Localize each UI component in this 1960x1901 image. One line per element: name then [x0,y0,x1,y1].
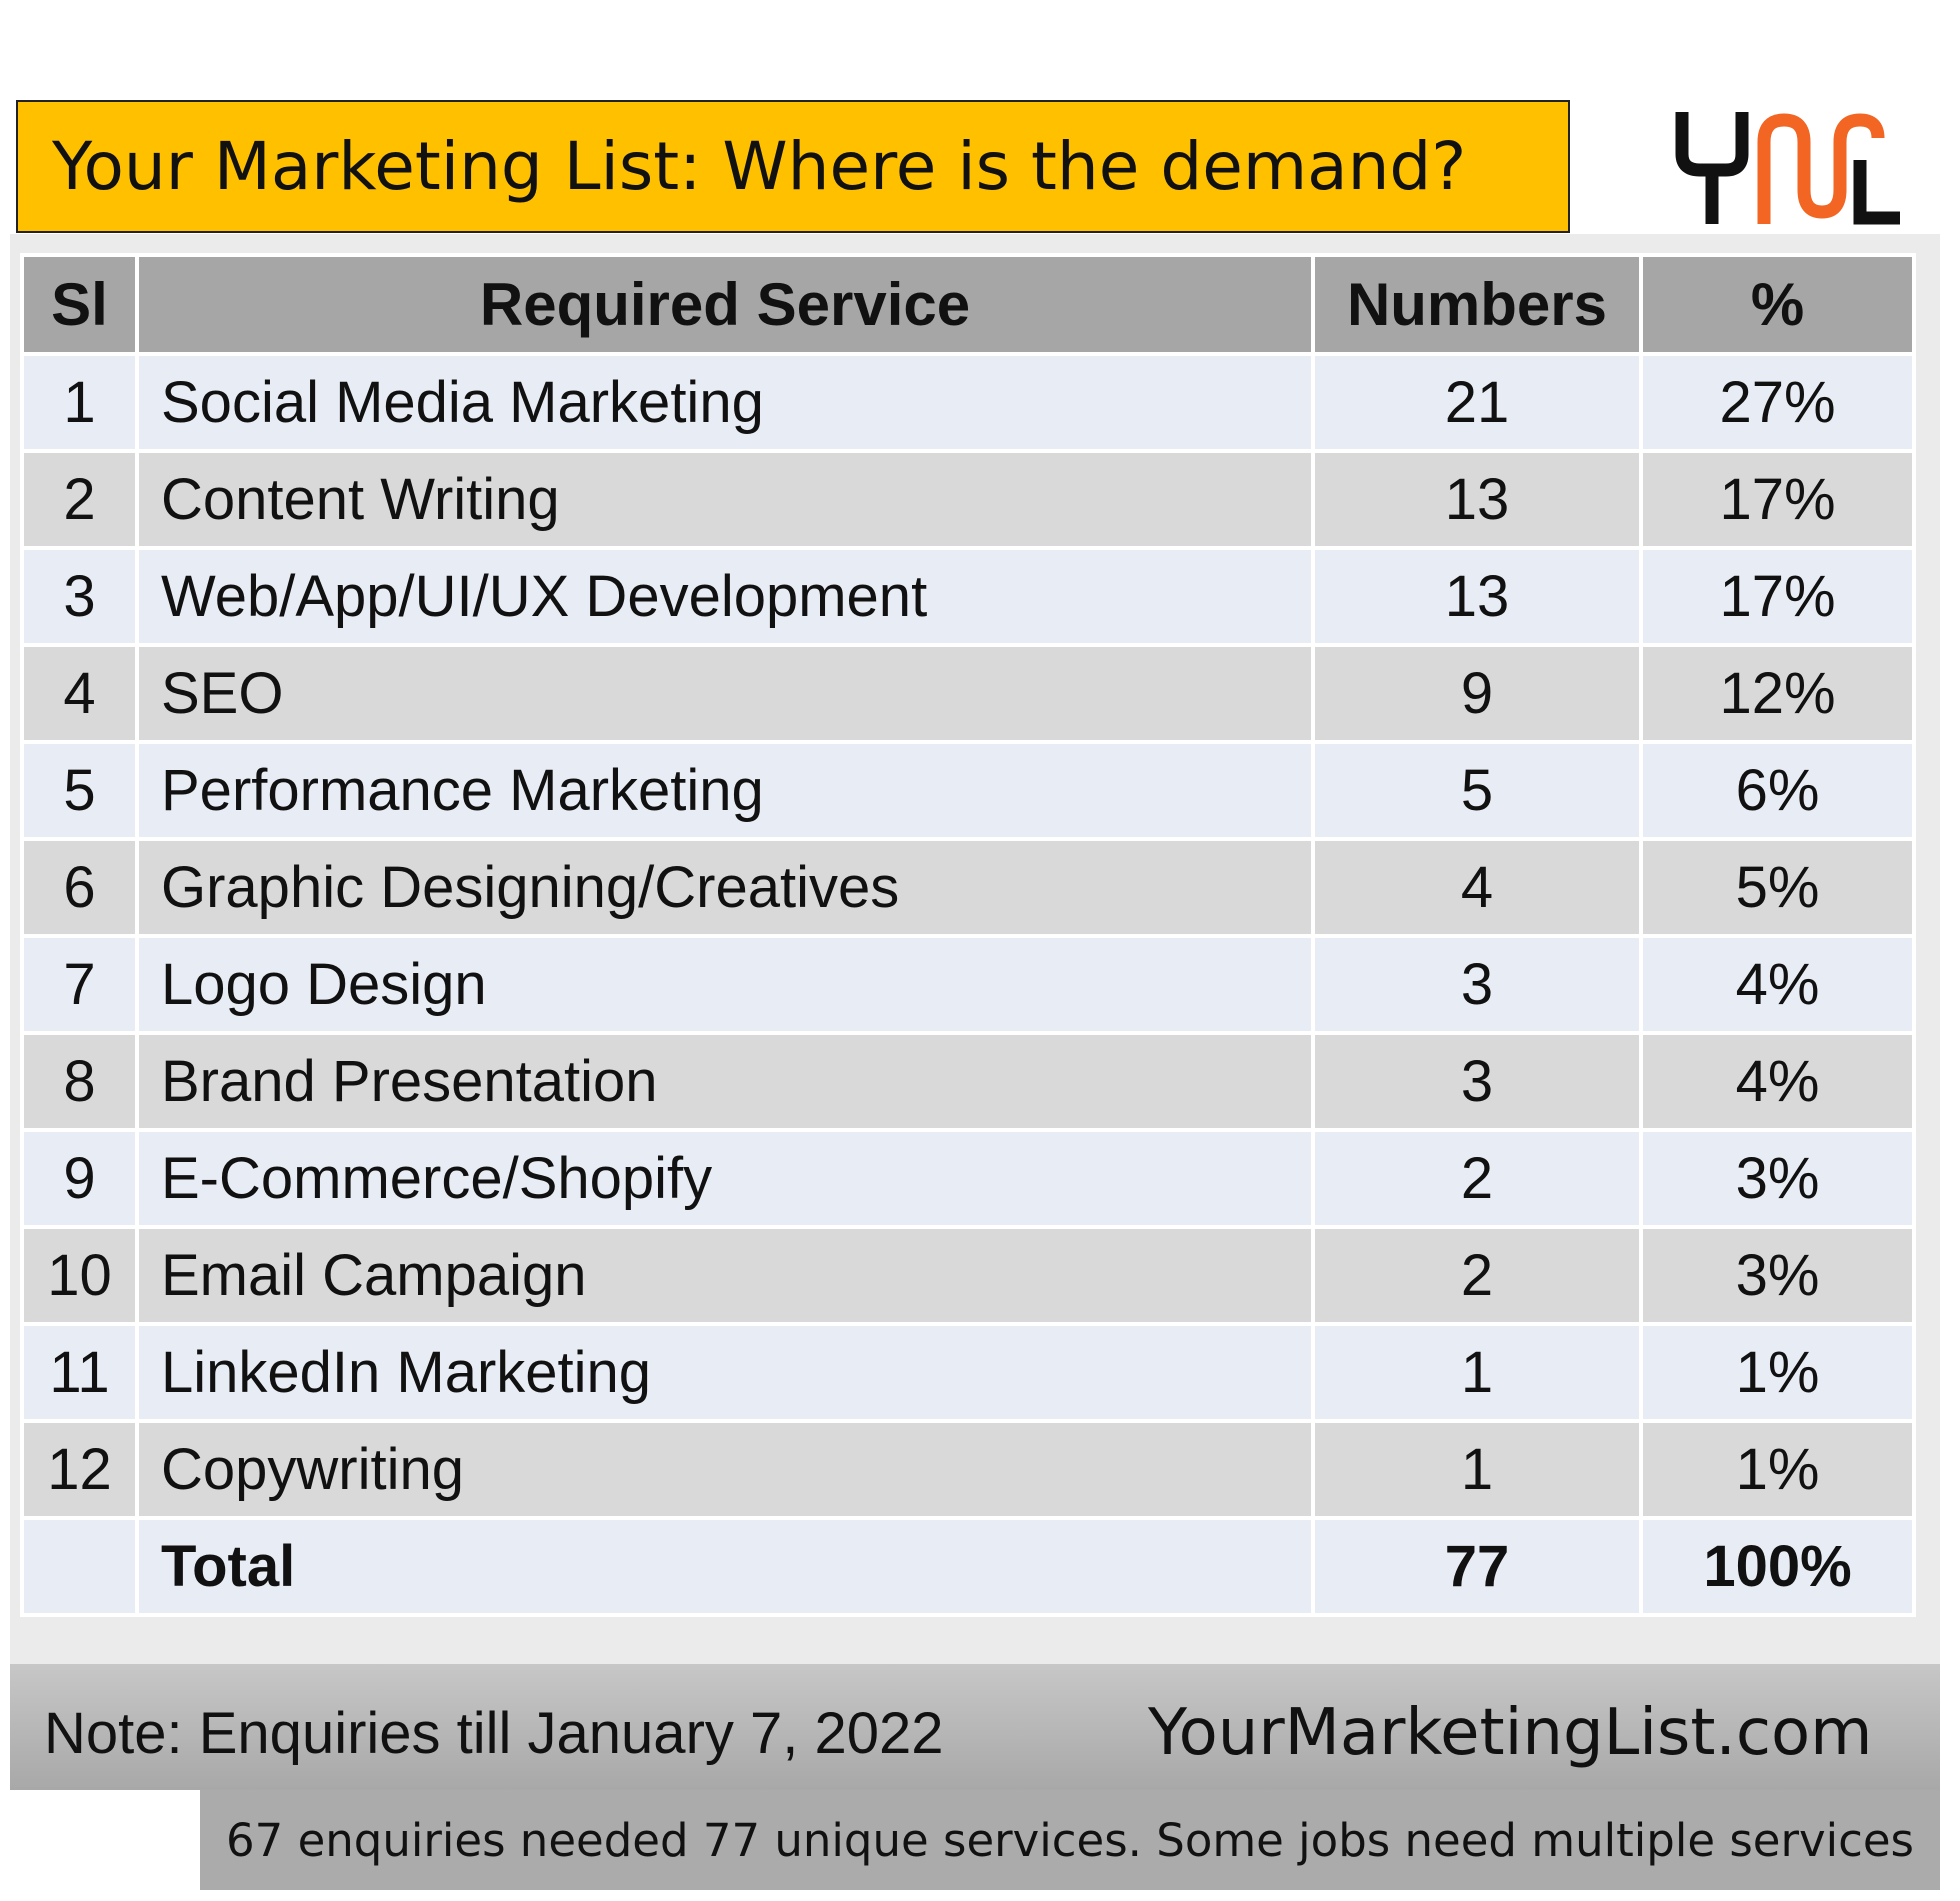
row-sl: 6 [20,837,139,938]
row-sl: 11 [20,1322,139,1423]
table-row: 5 Performance Marketing 5 6% [20,740,1916,841]
row-sl: 9 [20,1128,139,1229]
row-sl: 12 [20,1419,139,1520]
table-row: 11 LinkedIn Marketing 1 1% [20,1322,1916,1423]
row-numbers: 2 [1311,1128,1643,1229]
row-service: Performance Marketing [135,740,1315,841]
caption-text: 67 enquiries needed 77 unique services. … [200,1790,1940,1890]
service-table: Sl Required Service Numbers % 1 Social M… [20,253,1916,1617]
row-percent: 27% [1639,352,1916,453]
table-row: 2 Content Writing 13 17% [20,449,1916,550]
row-service: Web/App/UI/UX Development [135,546,1315,647]
table-row: 3 Web/App/UI/UX Development 13 17% [20,546,1916,647]
column-header-service: Required Service [135,253,1315,356]
footer-band [10,1664,1940,1790]
table-row: 12 Copywriting 1 1% [20,1419,1916,1520]
row-sl: 2 [20,449,139,550]
row-numbers: 4 [1311,837,1643,938]
total-percent: 100% [1639,1516,1916,1617]
row-percent: 6% [1639,740,1916,841]
row-service: LinkedIn Marketing [135,1322,1315,1423]
row-sl: 4 [20,643,139,744]
row-percent: 4% [1639,934,1916,1035]
table-row: 1 Social Media Marketing 21 27% [20,352,1916,453]
table-row: 9 E-Commerce/Shopify 2 3% [20,1128,1916,1229]
column-header-sl: Sl [20,253,139,356]
row-percent: 12% [1639,643,1916,744]
table-row: 7 Logo Design 3 4% [20,934,1916,1035]
row-numbers: 1 [1311,1419,1643,1520]
table-header-row: Sl Required Service Numbers % [20,253,1916,356]
row-percent: 17% [1639,546,1916,647]
row-service: Copywriting [135,1419,1315,1520]
table-row: 4 SEO 9 12% [20,643,1916,744]
row-numbers: 5 [1311,740,1643,841]
row-sl: 5 [20,740,139,841]
yml-logo-icon [1675,112,1900,225]
row-service: Brand Presentation [135,1031,1315,1132]
row-percent: 4% [1639,1031,1916,1132]
row-service: E-Commerce/Shopify [135,1128,1315,1229]
website-link[interactable]: YourMarketingList.com [1148,1696,1873,1770]
column-header-percent: % [1639,253,1916,356]
total-sl [20,1516,139,1617]
total-label: Total [135,1516,1315,1617]
row-percent: 1% [1639,1419,1916,1520]
note-text: Note: Enquiries till January 7, 2022 [44,1701,944,1766]
row-numbers: 9 [1311,643,1643,744]
row-sl: 10 [20,1225,139,1326]
row-service: Email Campaign [135,1225,1315,1326]
table-row: 10 Email Campaign 2 3% [20,1225,1916,1326]
row-service: Graphic Designing/Creatives [135,837,1315,938]
row-numbers: 21 [1311,352,1643,453]
total-numbers: 77 [1311,1516,1643,1617]
row-numbers: 2 [1311,1225,1643,1326]
page-title: Your Marketing List: Where is the demand… [16,100,1570,233]
row-service: Content Writing [135,449,1315,550]
row-percent: 5% [1639,837,1916,938]
row-sl: 8 [20,1031,139,1132]
row-service: Social Media Marketing [135,352,1315,453]
row-service: SEO [135,643,1315,744]
table-row: 8 Brand Presentation 3 4% [20,1031,1916,1132]
row-percent: 3% [1639,1128,1916,1229]
row-sl: 1 [20,352,139,453]
row-percent: 1% [1639,1322,1916,1423]
row-numbers: 13 [1311,449,1643,550]
row-sl: 3 [20,546,139,647]
column-header-numbers: Numbers [1311,253,1643,356]
row-sl: 7 [20,934,139,1035]
row-percent: 3% [1639,1225,1916,1326]
table-row: 6 Graphic Designing/Creatives 4 5% [20,837,1916,938]
row-numbers: 3 [1311,1031,1643,1132]
row-numbers: 13 [1311,546,1643,647]
row-numbers: 3 [1311,934,1643,1035]
row-percent: 17% [1639,449,1916,550]
row-service: Logo Design [135,934,1315,1035]
row-numbers: 1 [1311,1322,1643,1423]
total-row: Total 77 100% [20,1516,1916,1617]
